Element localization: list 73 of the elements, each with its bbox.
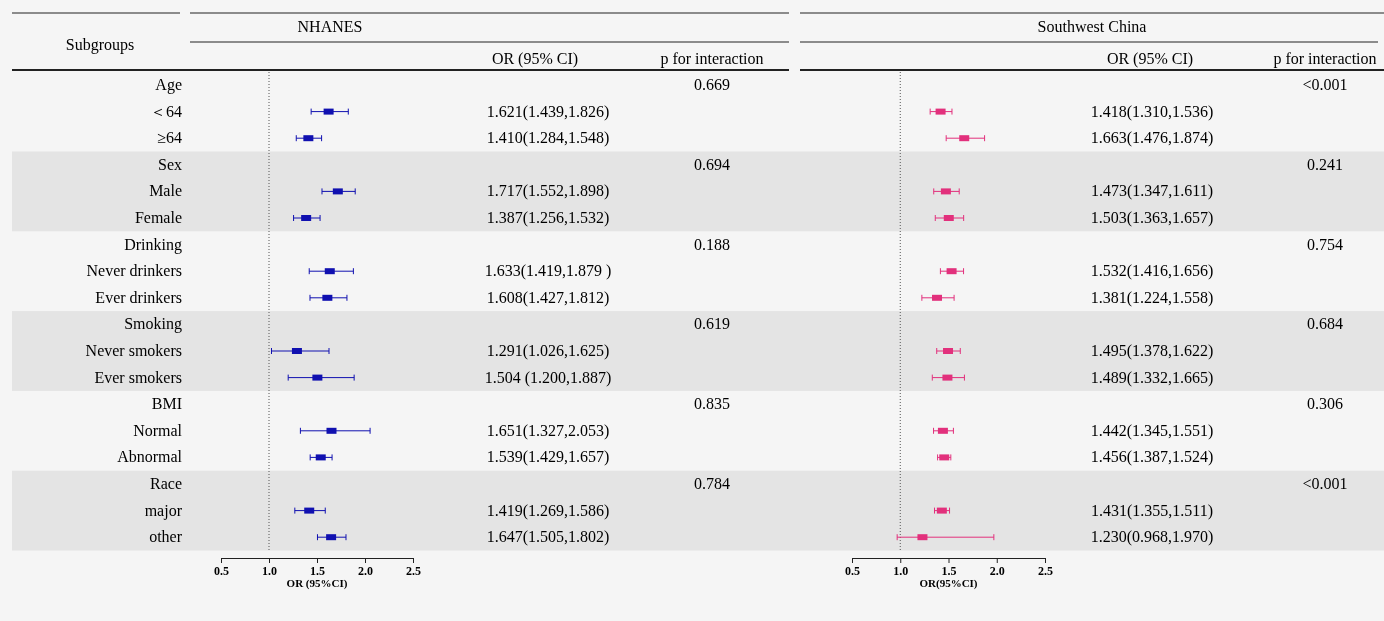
data-label: 1.651(1.327,2.053)	[486, 421, 610, 440]
data-label: 1.381(1.224,1.558)	[1090, 288, 1214, 307]
data-label: 1.431(1.355,1.511)	[1090, 501, 1214, 520]
data-label: 1.291(1.026,1.625)	[486, 342, 610, 360]
y-tick-label: Female	[134, 209, 182, 226]
x-tick-label: 1.0	[262, 563, 277, 578]
y-tick-label: Drinking	[124, 235, 182, 254]
y-tick-label: Smoking	[124, 315, 182, 334]
text: <0.001	[1302, 475, 1348, 492]
text: OR (95% CI)	[1106, 50, 1194, 68]
x-tick-label: 1.0	[893, 563, 909, 578]
text: 0.669	[694, 76, 730, 93]
chart-title: NHANES	[297, 18, 363, 35]
y-tick-label: Age	[155, 76, 182, 94]
text: 0.784	[694, 475, 730, 492]
text: <0.001	[1302, 76, 1348, 93]
y-tick-label: Male	[149, 182, 182, 200]
text: 0.694	[694, 155, 730, 173]
text: p for interaction	[1273, 50, 1377, 68]
y-tick-label: Never smokers	[85, 342, 182, 359]
x-tick-label: 0.5	[845, 563, 860, 578]
data-label: 1.418(1.310,1.536)	[1090, 102, 1214, 121]
data-label: 1.647(1.505,1.802)	[486, 528, 610, 547]
text: p for interaction	[660, 50, 764, 68]
text: 0.754	[1307, 235, 1343, 253]
y-tick-label: ＜64	[150, 102, 182, 120]
data-label: 1.503(1.363,1.657)	[1090, 209, 1214, 227]
y-tick-label: Sex	[158, 155, 182, 173]
text: 0.619	[694, 315, 730, 333]
text: Southwest China	[1037, 18, 1147, 35]
data-label: 1.608(1.427,1.812)	[486, 288, 610, 307]
x-tick-label: 2.5	[406, 563, 421, 578]
data-label: 1.504 (1.200,1.887)	[484, 368, 612, 387]
data-label: 1.442(1.345,1.551)	[1090, 421, 1214, 440]
data-label: 1.387(1.256,1.532)	[486, 209, 610, 227]
x-tick-label: 1.5	[941, 563, 957, 578]
y-tick-label: Never drinkers	[86, 262, 182, 280]
x-tick-label: 2.5	[1038, 563, 1053, 578]
data-label: 1.621(1.439,1.826)	[486, 102, 610, 121]
data-label: 1.539(1.429,1.657)	[486, 448, 610, 467]
y-tick-label: Ever drinkers	[95, 288, 182, 306]
data-label: 1.532(1.416,1.656)	[1090, 262, 1214, 281]
data-label: 1.495(1.378,1.622)	[1090, 342, 1214, 360]
x-tick-label: 2.0	[989, 563, 1005, 578]
y-tick-label: BMI	[151, 395, 182, 413]
data-label: 1.663(1.476,1.874)	[1090, 129, 1214, 148]
y-tick-label: Race	[150, 475, 182, 492]
x-tick-label: 1.5	[310, 563, 325, 578]
data-label: 1.419(1.269,1.586)	[486, 501, 610, 520]
data-label: 1.410(1.284,1.548)	[486, 129, 610, 148]
text: 0.684	[1307, 315, 1343, 333]
x-axis-title: OR(95%CI)	[919, 577, 978, 590]
y-tick-label: other	[149, 528, 183, 546]
text: 0.188	[694, 235, 730, 253]
text: 0.241	[1307, 155, 1343, 173]
data-label: 1.456(1.387,1.524)	[1090, 448, 1214, 467]
y-tick-label: ≥64	[157, 129, 182, 147]
text: 0.835	[694, 395, 730, 413]
y-tick-label: Ever smokers	[94, 368, 182, 386]
data-label: 1.473(1.347,1.611)	[1090, 182, 1214, 201]
data-label: 1.633(1.419,1.879 )	[484, 262, 612, 281]
y-axis-title: Subgroups	[65, 36, 135, 54]
y-tick-label: major	[144, 501, 183, 520]
x-axis-title: OR (95%CI)	[286, 577, 348, 590]
y-tick-label: Normal	[133, 421, 183, 439]
text: 0.306	[1307, 395, 1343, 413]
data-label: 1.489(1.332,1.665)	[1090, 368, 1214, 387]
x-tick-label: 2.0	[358, 563, 373, 578]
y-tick-label: Abnormal	[117, 448, 183, 466]
data-label: 1.717(1.552,1.898)	[486, 182, 610, 201]
data-label: 1.230(0.968,1.970)	[1090, 528, 1214, 547]
text: OR (95% CI)	[491, 50, 579, 68]
x-tick-label: 0.5	[214, 563, 229, 578]
